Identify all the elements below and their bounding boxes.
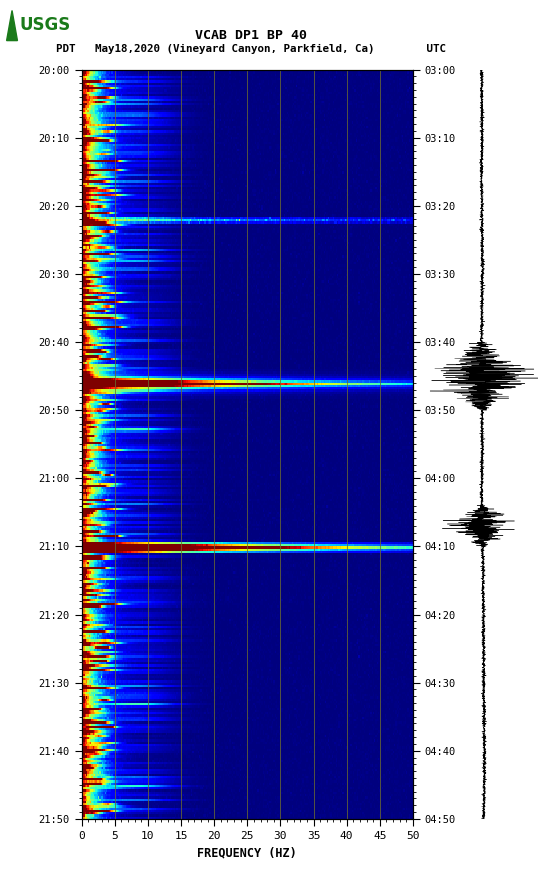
X-axis label: FREQUENCY (HZ): FREQUENCY (HZ) xyxy=(198,847,297,859)
Text: PDT   May18,2020 (Vineyard Canyon, Parkfield, Ca)        UTC: PDT May18,2020 (Vineyard Canyon, Parkfie… xyxy=(56,44,446,54)
Text: VCAB DP1 BP 40: VCAB DP1 BP 40 xyxy=(195,29,307,43)
Text: USGS: USGS xyxy=(20,15,71,34)
Polygon shape xyxy=(7,11,18,40)
